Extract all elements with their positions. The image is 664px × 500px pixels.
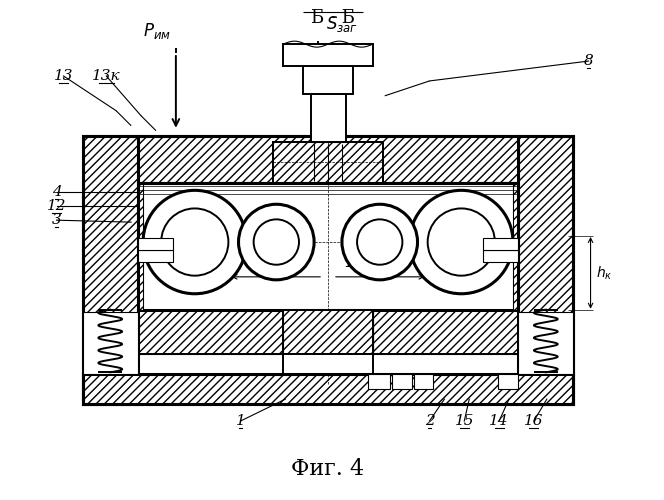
Bar xyxy=(368,374,390,389)
Text: Б - Б: Б - Б xyxy=(311,10,355,28)
Bar xyxy=(84,312,138,374)
Circle shape xyxy=(143,190,246,294)
Text: D: D xyxy=(346,253,360,271)
Text: 12: 12 xyxy=(46,199,66,213)
Text: $P_{им}$: $P_{им}$ xyxy=(143,21,171,41)
Bar xyxy=(138,184,143,310)
Text: 4: 4 xyxy=(52,186,61,200)
Text: 8: 8 xyxy=(584,54,594,68)
Bar xyxy=(498,374,518,389)
Bar xyxy=(284,44,373,66)
Circle shape xyxy=(410,190,513,294)
Bar xyxy=(513,184,518,310)
Circle shape xyxy=(238,204,314,280)
Bar xyxy=(414,374,434,389)
Bar xyxy=(274,142,382,184)
Bar xyxy=(373,310,518,354)
Bar xyxy=(483,250,518,262)
Bar xyxy=(373,310,518,354)
Text: 3: 3 xyxy=(52,213,61,227)
Bar xyxy=(138,310,284,354)
Text: 15: 15 xyxy=(455,414,474,428)
Text: 13: 13 xyxy=(54,69,73,83)
Bar xyxy=(138,136,518,184)
Bar xyxy=(311,94,346,142)
Text: Фиг. 4: Фиг. 4 xyxy=(291,458,365,480)
Bar xyxy=(483,238,518,250)
Text: $h_{к}$: $h_{к}$ xyxy=(596,264,612,281)
Bar xyxy=(392,374,412,389)
Text: 2: 2 xyxy=(424,414,434,428)
Bar xyxy=(84,136,572,404)
Bar xyxy=(274,142,382,184)
Bar xyxy=(138,250,173,262)
Bar xyxy=(138,310,284,354)
Text: 14: 14 xyxy=(489,414,509,428)
Bar xyxy=(84,136,138,404)
Bar xyxy=(284,310,373,354)
Bar xyxy=(138,354,518,374)
Bar xyxy=(138,184,518,374)
Text: 13к: 13к xyxy=(92,69,121,83)
Bar xyxy=(138,238,173,250)
Circle shape xyxy=(342,204,418,280)
Bar xyxy=(518,136,572,404)
Bar xyxy=(84,374,572,404)
Text: $S_{заг}$: $S_{заг}$ xyxy=(326,14,358,34)
Text: 1: 1 xyxy=(236,414,246,428)
Bar xyxy=(284,310,373,354)
Bar xyxy=(518,312,572,374)
Text: 16: 16 xyxy=(524,414,544,428)
Bar xyxy=(303,66,353,94)
